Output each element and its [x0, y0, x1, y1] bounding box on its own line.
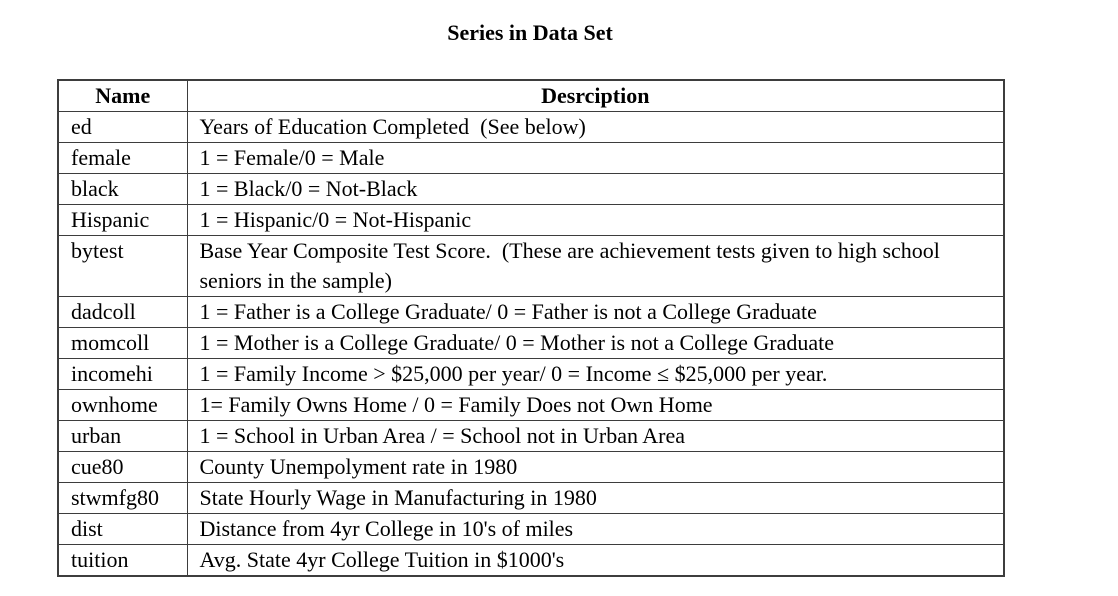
page-title: Series in Data Set	[447, 20, 613, 45]
series-name: black	[57, 173, 188, 205]
series-table: Name Desrciption ed Years of Education C…	[57, 79, 1005, 577]
series-description: 1 = Black/0 = Not-Black	[186, 173, 1005, 205]
series-name: momcoll	[57, 327, 188, 359]
series-description: 1 = Mother is a College Graduate/ 0 = Mo…	[186, 327, 1005, 359]
series-description: State Hourly Wage in Manufacturing in 19…	[186, 482, 1005, 514]
table-row: cue80 County Unempolyment rate in 1980	[57, 451, 1005, 483]
table-row: incomehi 1 = Family Income > $25,000 per…	[57, 358, 1005, 390]
table-row: female 1 = Female/0 = Male	[57, 142, 1005, 174]
table-row: black 1 = Black/0 = Not-Black	[57, 173, 1005, 205]
column-header-name: Name	[57, 79, 188, 112]
series-description: Avg. State 4yr College Tuition in $1000'…	[186, 544, 1005, 577]
series-description: 1 = Female/0 = Male	[186, 142, 1005, 174]
series-description: 1= Family Owns Home / 0 = Family Does no…	[186, 389, 1005, 421]
table-header-row: Name Desrciption	[57, 79, 1005, 112]
series-description: County Unempolyment rate in 1980	[186, 451, 1005, 483]
table-row: ownhome 1= Family Owns Home / 0 = Family…	[57, 389, 1005, 421]
table-row: dadcoll 1 = Father is a College Graduate…	[57, 296, 1005, 328]
series-name: stwmfg80	[57, 482, 188, 514]
table-row: bytest Base Year Composite Test Score. (…	[57, 235, 1005, 297]
table-row: urban 1 = School in Urban Area / = Schoo…	[57, 420, 1005, 452]
table-row: momcoll 1 = Mother is a College Graduate…	[57, 327, 1005, 359]
series-name: bytest	[57, 235, 188, 297]
series-description: Distance from 4yr College in 10's of mil…	[186, 513, 1005, 545]
series-description: 1 = School in Urban Area / = School not …	[186, 420, 1005, 452]
series-name: dist	[57, 513, 188, 545]
series-name: female	[57, 142, 188, 174]
series-description: Base Year Composite Test Score. (These a…	[186, 235, 1005, 297]
series-name: cue80	[57, 451, 188, 483]
table-row: Hispanic 1 = Hispanic/0 = Not-Hispanic	[57, 204, 1005, 236]
series-name: Hispanic	[57, 204, 188, 236]
table-row: stwmfg80 State Hourly Wage in Manufactur…	[57, 482, 1005, 514]
series-name: dadcoll	[57, 296, 188, 328]
series-description: 1 = Family Income > $25,000 per year/ 0 …	[186, 358, 1005, 390]
series-description: 1 = Hispanic/0 = Not-Hispanic	[186, 204, 1005, 236]
document-page: Series in Data Set Name Desrciption ed Y…	[57, 0, 1005, 577]
series-name: tuition	[57, 544, 188, 577]
table-row: tuition Avg. State 4yr College Tuition i…	[57, 544, 1005, 577]
table-row: dist Distance from 4yr College in 10's o…	[57, 513, 1005, 545]
series-description: 1 = Father is a College Graduate/ 0 = Fa…	[186, 296, 1005, 328]
series-description: Years of Education Completed (See below)	[186, 111, 1005, 143]
column-header-description: Desrciption	[186, 79, 1005, 112]
series-name: ed	[57, 111, 188, 143]
series-name: incomehi	[57, 358, 188, 390]
table-row: ed Years of Education Completed (See bel…	[57, 111, 1005, 143]
series-name: ownhome	[57, 389, 188, 421]
series-name: urban	[57, 420, 188, 452]
